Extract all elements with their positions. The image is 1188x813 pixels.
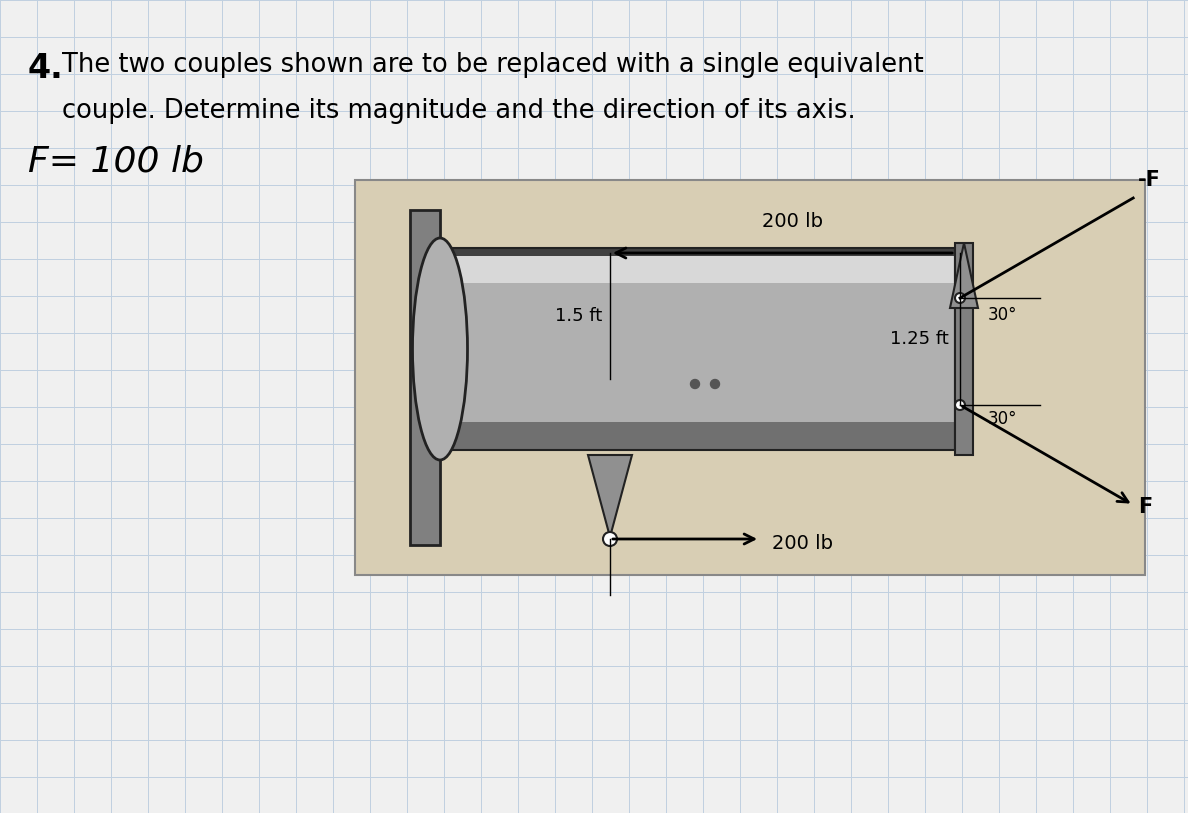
Text: F: F xyxy=(1138,497,1152,517)
Text: 1.5 ft: 1.5 ft xyxy=(555,307,602,325)
Text: 1.25 ft: 1.25 ft xyxy=(890,330,949,348)
Text: couple. Determine its magnitude and the direction of its axis.: couple. Determine its magnitude and the … xyxy=(62,98,855,124)
Text: 30°: 30° xyxy=(988,306,1017,324)
Circle shape xyxy=(690,380,700,389)
Bar xyxy=(955,243,973,455)
Circle shape xyxy=(604,532,617,546)
Bar xyxy=(440,248,955,450)
Bar xyxy=(440,422,955,450)
Circle shape xyxy=(955,293,965,303)
Text: 30°: 30° xyxy=(988,410,1017,428)
Bar xyxy=(440,273,955,422)
Text: The two couples shown are to be replaced with a single equivalent: The two couples shown are to be replaced… xyxy=(62,52,924,78)
Text: 200 lb: 200 lb xyxy=(762,212,823,231)
Text: 200 lb: 200 lb xyxy=(772,533,833,553)
Polygon shape xyxy=(588,455,632,537)
Text: F= 100 lb: F= 100 lb xyxy=(29,145,204,179)
Text: 4.: 4. xyxy=(29,52,64,85)
Circle shape xyxy=(955,400,965,410)
Bar xyxy=(440,248,955,256)
Ellipse shape xyxy=(412,238,468,460)
Polygon shape xyxy=(950,243,978,308)
Circle shape xyxy=(710,380,720,389)
Bar xyxy=(410,210,440,545)
Bar xyxy=(440,253,955,283)
Text: -F: -F xyxy=(1138,170,1161,190)
Bar xyxy=(355,180,1145,575)
